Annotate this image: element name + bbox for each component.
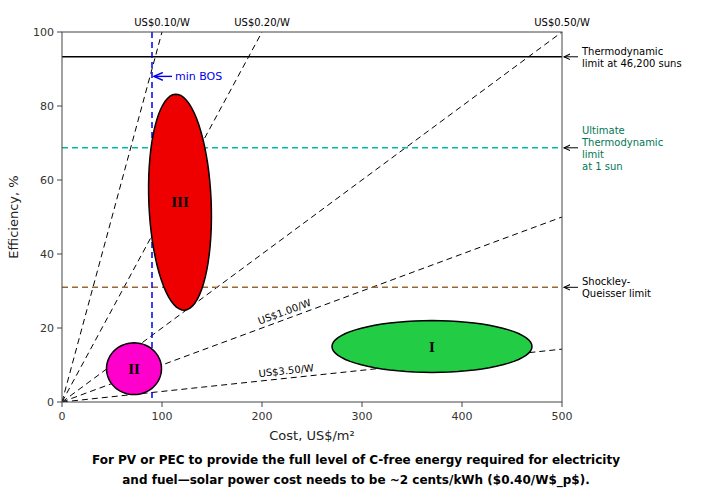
cost-line <box>62 32 262 402</box>
region-ellipse <box>332 321 532 373</box>
labels: US$0.10/W US$0.20/W US$0.50/W US$1.00/W US$3… <box>128 17 682 379</box>
cost-line <box>62 217 562 402</box>
cost-line <box>62 32 162 402</box>
annotation-arrow <box>564 147 578 148</box>
plot-data <box>62 32 562 402</box>
region-label: II <box>128 361 140 377</box>
y-tick-label: 40 <box>40 248 54 261</box>
cost-line-label: US$0.50/W <box>534 17 590 28</box>
y-tick-label: 20 <box>40 322 54 335</box>
x-tick-label: 400 <box>452 410 473 423</box>
axes: 0 100 200 300 400 500 0 20 40 60 80 100 Cost, US$/m²… <box>6 26 573 443</box>
x-tick-label: 200 <box>252 410 273 423</box>
limit-annotation: UltimateThermodynamiclimitat 1 sun <box>581 125 663 172</box>
cost-line-label: US$0.20/W <box>234 17 290 28</box>
y-tick <box>57 328 62 329</box>
y-tick-label: 80 <box>40 100 54 113</box>
cost-line-label: US$1.00/W <box>256 297 312 327</box>
region-ellipse <box>107 343 162 395</box>
x-tick <box>62 402 63 407</box>
annotation-arrow <box>564 56 578 57</box>
x-tick <box>162 402 163 407</box>
cost-line-label: US$0.10/W <box>134 17 190 28</box>
y-tick-label: 100 <box>33 26 54 39</box>
x-tick-label: 300 <box>352 410 373 423</box>
x-tick <box>562 402 563 407</box>
cost-line-label: US$3.50/W <box>258 362 315 379</box>
limit-line <box>62 56 562 58</box>
annotation-arrow <box>564 287 578 288</box>
limit-line <box>62 147 562 149</box>
cost-line <box>62 32 562 402</box>
limit-line <box>62 287 562 289</box>
region-label: III <box>171 194 189 210</box>
plot-frame <box>62 32 562 402</box>
limit-annotation: Thermodynamiclimit at 46,200 suns <box>581 46 682 69</box>
y-tick-label: 60 <box>40 174 54 187</box>
y-tick <box>57 180 62 181</box>
x-tick <box>462 402 463 407</box>
x-tick <box>262 402 263 407</box>
region-ellipse <box>149 94 212 310</box>
y-tick <box>57 254 62 255</box>
y-tick <box>57 402 62 403</box>
caption: For PV or PEC to provide the full level … <box>92 453 620 467</box>
y-tick <box>57 32 62 33</box>
limit-annotation: Shockley-Queisser limit <box>582 276 651 299</box>
min-bos-label: min BOS <box>175 70 222 83</box>
y-axis-label: Efficiency, % <box>6 175 21 258</box>
min-bos-arrow <box>154 76 172 77</box>
caption: and fuel—solar power cost needs to be ~2… <box>122 473 589 488</box>
chart: 0 100 200 300 400 500 0 20 40 60 80 100 Cost, US$/m²… <box>0 0 712 497</box>
x-tick <box>362 402 363 407</box>
x-tick-label: 0 <box>59 410 66 423</box>
y-tick-label: 0 <box>47 396 54 409</box>
x-tick-label: 500 <box>552 410 573 423</box>
x-tick-label: 100 <box>152 410 173 423</box>
plot-area <box>62 32 562 402</box>
region-label: I <box>429 339 435 355</box>
x-axis-label: Cost, US$/m² <box>269 428 354 443</box>
y-tick <box>57 106 62 107</box>
